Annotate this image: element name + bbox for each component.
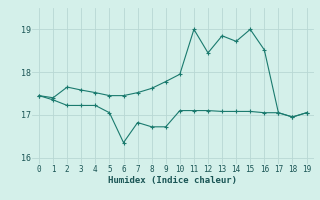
X-axis label: Humidex (Indice chaleur): Humidex (Indice chaleur) (108, 176, 237, 185)
